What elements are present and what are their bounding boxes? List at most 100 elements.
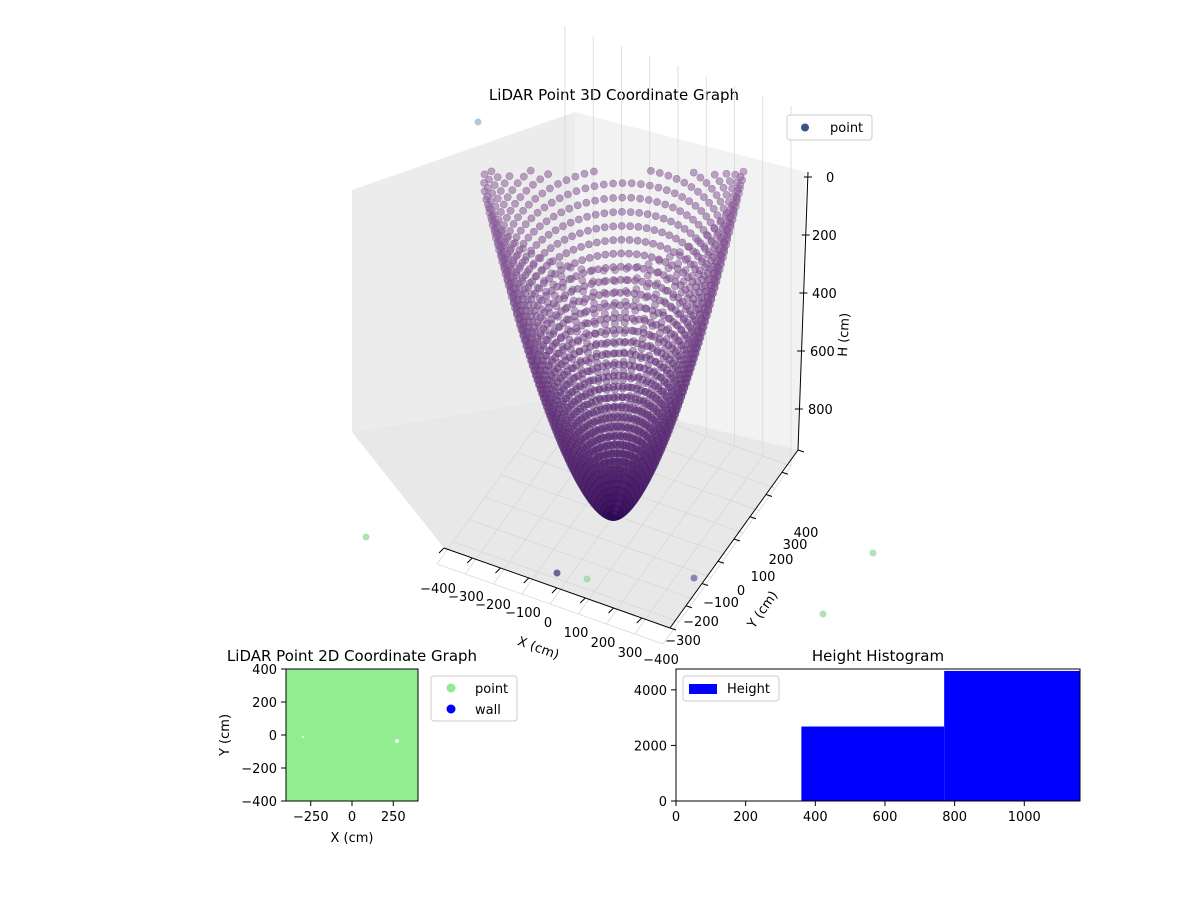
point-3d — [601, 250, 610, 259]
point-3d — [678, 238, 687, 247]
point-3d — [713, 231, 722, 239]
outlier-point — [819, 610, 827, 618]
point-3d — [705, 198, 713, 207]
x-tick-3d — [579, 597, 586, 604]
point-3d — [580, 169, 589, 178]
y-axis-label-3d: Y (cm) — [744, 588, 781, 632]
point-3d — [542, 291, 551, 300]
point-3d — [559, 222, 567, 231]
point-3d — [602, 277, 610, 285]
point-3d — [716, 217, 725, 226]
point-3d — [537, 296, 546, 305]
point-3d — [696, 173, 705, 182]
point-3d — [496, 208, 505, 216]
y-tick-3d — [749, 516, 757, 520]
point-3d — [609, 249, 618, 258]
point-3d — [642, 224, 651, 233]
point-3d — [609, 208, 618, 217]
point-3d — [668, 261, 676, 270]
point-3d — [542, 217, 551, 226]
point-3d — [697, 207, 706, 215]
legend-histogram: Height — [682, 675, 780, 702]
point-3d — [645, 330, 654, 339]
point-3d — [584, 226, 592, 235]
point-3d — [617, 235, 626, 244]
x-tick-3d — [523, 577, 530, 584]
point-3d — [585, 253, 594, 262]
point-3d — [564, 262, 572, 271]
point-3d — [559, 319, 568, 328]
x-tick-3d — [551, 587, 558, 594]
point-3d — [732, 178, 741, 187]
y-tick-label-hist: 4000 — [634, 684, 667, 699]
point-3d — [513, 179, 522, 188]
point-3d — [508, 186, 517, 194]
point-3d — [609, 314, 618, 322]
point-3d — [515, 246, 524, 254]
point-3d — [528, 277, 536, 286]
point-3d — [689, 168, 698, 177]
point-3d — [512, 252, 520, 261]
point-3d — [631, 276, 640, 285]
point-3d — [715, 177, 724, 185]
outlier-point — [583, 575, 591, 583]
point-3d — [691, 265, 699, 274]
y-tick-label-2d: −200 — [241, 762, 277, 777]
point-3d — [694, 220, 703, 229]
points-3d — [480, 166, 748, 521]
point-3d — [521, 271, 530, 279]
point-3d — [635, 396, 644, 405]
point-3d — [552, 311, 560, 320]
point-3d — [593, 252, 602, 260]
point-3d — [565, 204, 574, 213]
point-3d — [590, 182, 599, 190]
pane-floor — [352, 395, 798, 628]
point-3d — [638, 277, 647, 286]
point-3d — [721, 211, 730, 220]
point-3d — [532, 272, 541, 280]
point-3d — [672, 271, 681, 279]
histogram-bars — [801, 670, 1080, 801]
point-3d — [540, 248, 549, 257]
point-3d — [525, 200, 533, 209]
point-3d — [698, 257, 706, 266]
point-3d — [555, 295, 564, 303]
point-3d — [574, 215, 583, 224]
point-3d — [645, 279, 653, 288]
point-3d — [628, 314, 637, 323]
legend-3d-marker — [801, 123, 809, 132]
legend-histogram-label: Height — [727, 682, 770, 697]
point-3d — [647, 253, 656, 262]
point-3d — [719, 204, 728, 213]
point-3d — [639, 264, 648, 273]
point-3d — [543, 261, 551, 270]
point-3d — [572, 272, 581, 280]
point-3d — [676, 281, 685, 290]
chart3d-title: LiDAR Point 3D Coordinate Graph — [489, 86, 739, 104]
point-3d — [689, 215, 697, 224]
legend-2d-label-wall: wall — [475, 703, 501, 718]
y-tick-label-2d: 200 — [252, 696, 277, 711]
point-3d — [596, 315, 605, 324]
x-tick-3d — [608, 607, 614, 614]
point-3d — [692, 234, 700, 242]
point-3d — [618, 193, 627, 202]
point-3d — [522, 252, 531, 261]
x-tick-label-3d: −200 — [475, 598, 511, 613]
point-3d — [554, 180, 562, 188]
point-3d — [624, 263, 633, 271]
x-tick-label-3d: 200 — [591, 636, 616, 651]
y-tick-3d — [733, 538, 741, 542]
point-3d — [649, 239, 657, 248]
point-3d — [519, 239, 528, 248]
z-tick-label-3d: 0 — [826, 171, 834, 186]
point-3d — [704, 250, 713, 259]
point-3d — [718, 224, 727, 233]
point-3d — [616, 288, 625, 297]
point-3d — [538, 189, 547, 198]
point-3d — [494, 215, 503, 224]
point-3d — [616, 301, 624, 310]
z-tick-label-3d: 800 — [808, 403, 833, 418]
point-3d — [635, 208, 644, 217]
legend-3d-box — [786, 114, 873, 141]
